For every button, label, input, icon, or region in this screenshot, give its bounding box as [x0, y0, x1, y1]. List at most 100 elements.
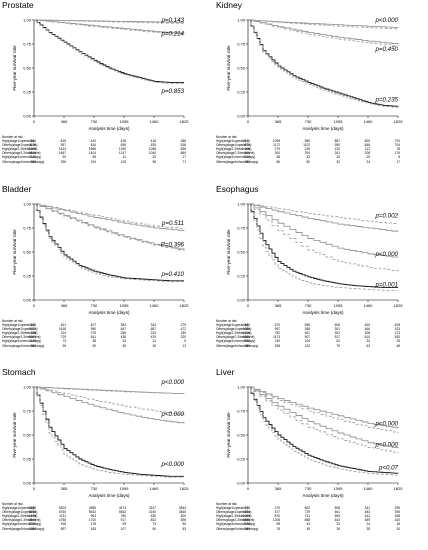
- x-tick-label: 1825: [180, 303, 190, 308]
- risk-count: 50: [306, 159, 310, 164]
- survival-curve-4: [34, 19, 184, 83]
- risk-count: 483: [364, 510, 370, 515]
- survival-curve-5: [248, 19, 399, 108]
- risk-count: 800: [364, 139, 370, 144]
- risk-count: 802: [150, 518, 156, 523]
- risk-table-row: Others(stage4/chemotherapy) 360 95 50 35 25 13: [2, 344, 208, 348]
- risk-count: 25: [152, 343, 156, 348]
- risk-count: 428: [120, 139, 126, 144]
- risk-count: 208: [364, 151, 370, 156]
- risk-count: 661: [334, 510, 340, 515]
- risk-count: 1208: [272, 518, 280, 523]
- risk-row-label: High(stage4/chemotherapy): [2, 155, 42, 160]
- survival-curve-2: [34, 386, 185, 424]
- risk-count: 1700: [88, 518, 96, 523]
- survival-panel-prostate: Prostate 0.00 0.25 0.50 0.75 1.00 0 365 730 1095 1…: [0, 0, 210, 182]
- axis-lines: [33, 204, 184, 301]
- risk-count: 670: [274, 323, 280, 328]
- x-tick-label: 1460: [150, 303, 160, 308]
- risk-count: 957: [60, 143, 66, 148]
- risk-count: 279: [180, 323, 186, 328]
- risk-row-label: High(stage4/chemotherapy): [216, 339, 256, 344]
- risk-count: 13: [182, 343, 186, 348]
- x-tick-label: 1825: [180, 119, 190, 124]
- survival-curve-0: [248, 203, 399, 232]
- survival-curve-2: [248, 203, 399, 258]
- risk-count: 467: [304, 331, 310, 336]
- x-tick-label: 1825: [394, 119, 404, 124]
- risk-count: 907: [304, 335, 310, 340]
- risk-row-label: High(stage2-3/treatment): [2, 147, 38, 152]
- risk-count: 35: [122, 343, 126, 348]
- risk-count: 990: [334, 143, 340, 148]
- y-tick-label: 1.00: [23, 384, 32, 389]
- risk-table-row: High(stage1/operation) 860 815 442 428 416 386: [2, 139, 208, 143]
- x-tick-label: 1460: [364, 303, 374, 308]
- risk-count: 50: [182, 522, 186, 527]
- p-value-annotation: p<0.000: [160, 411, 184, 418]
- x-tick-label: 1095: [334, 303, 344, 308]
- risk-count: 1172: [273, 143, 280, 148]
- risk-row-label: Others(stage2-3/treatment): [216, 518, 255, 523]
- x-axis-label: Analysis time (days): [88, 310, 130, 315]
- x-tick-label: 730: [91, 486, 98, 491]
- risk-row-label: Others(stage2-3/treatment): [216, 151, 255, 156]
- risk-count: 24: [366, 159, 370, 164]
- p-value-annotation: p<0.07: [378, 465, 399, 472]
- x-tick-label: 730: [305, 303, 312, 308]
- number-at-risk-table: Number at risk High(stage1/operation) 508 4…: [2, 319, 208, 348]
- y-tick-label: 0.50: [237, 249, 246, 254]
- risk-row-label: High(stage4/chemotherapy): [216, 522, 256, 527]
- risk-count: 1816: [28, 151, 36, 156]
- risk-count: 323: [394, 327, 400, 332]
- risk-count: 1173: [243, 143, 250, 148]
- risk-row-label: Others(stage1/operation): [216, 510, 252, 515]
- y-tick-label: 1.00: [237, 384, 246, 389]
- p-value-annotation: p=0.001: [374, 282, 398, 289]
- risk-table-row: High(stage4/chemotherapy) 1780 918 178 93 73 5…: [2, 522, 208, 526]
- risk-count: 489: [364, 518, 370, 523]
- risk-count: 95: [62, 343, 66, 348]
- x-tick-label: 1825: [394, 486, 404, 491]
- risk-row-label: Others(stage1/operation): [2, 327, 38, 332]
- risk-count: 848: [364, 143, 370, 148]
- survival-plot: 0.00 0.25 0.50 0.75 1.00 0 365 730 1095 1460 1825 A…: [226, 17, 404, 131]
- panel-title: Bladder: [2, 184, 32, 194]
- y-axis-label: Five-year survival rate: [226, 229, 231, 275]
- survival-curve-4: [248, 386, 399, 474]
- risk-count: 696: [180, 518, 186, 523]
- survival-curve-2: [34, 19, 185, 34]
- risk-table-row: High(stage2-3/treatment) 1053 870 731 569 442…: [216, 514, 422, 518]
- risk-count: 25: [336, 155, 340, 160]
- risk-count: 816: [90, 143, 96, 148]
- x-axis-label: Analysis time (days): [302, 310, 344, 315]
- risk-count: 2640: [28, 518, 36, 523]
- risk-count: 1176: [29, 143, 36, 148]
- survival-curve-3: [248, 19, 399, 46]
- risk-table-row: High(stage2-3/treatment) 1476 1131 963 780 63…: [2, 514, 208, 518]
- risk-count: 695: [120, 143, 126, 148]
- survival-panel-kidney: Kidney 0.00 0.25 0.50 0.75 1.00 0 365 730 1095 146…: [214, 0, 424, 182]
- risk-table-row: Others(stage4/chemotherapy) 685 338 132 79 63…: [216, 344, 422, 348]
- p-value-annotation: P=0.396: [161, 241, 185, 248]
- x-tick-label: 1095: [120, 486, 130, 491]
- p-value-annotation: p=0.002: [374, 213, 398, 220]
- risk-table-row: High(stage1/operation) 1170 1098 980 887 800 7…: [216, 139, 422, 143]
- risk-count: 48: [396, 343, 400, 348]
- risk-count: 1476: [28, 514, 36, 519]
- risk-count: 306: [30, 159, 36, 164]
- p-value-annotation: p=0.235: [374, 97, 398, 104]
- x-tick-label: 0: [33, 486, 36, 491]
- risk-count: 1589: [242, 518, 250, 523]
- risk-row-label: Others(stage4/chemotherapy): [216, 343, 259, 348]
- risk-count: 442: [90, 139, 96, 144]
- risk-count: 677: [274, 510, 280, 515]
- risk-table-row: High(stage4/chemotherapy) 126 73 38 24 14 9: [2, 339, 208, 343]
- x-tick-label: 0: [33, 303, 36, 308]
- risk-count: 527: [334, 335, 340, 340]
- y-tick-label: 0.25: [237, 456, 246, 461]
- risk-count: 880: [180, 151, 186, 156]
- x-tick-label: 1095: [120, 119, 130, 124]
- risk-row-label: Others(stage1/operation): [2, 143, 38, 148]
- risk-count: 295: [394, 506, 400, 511]
